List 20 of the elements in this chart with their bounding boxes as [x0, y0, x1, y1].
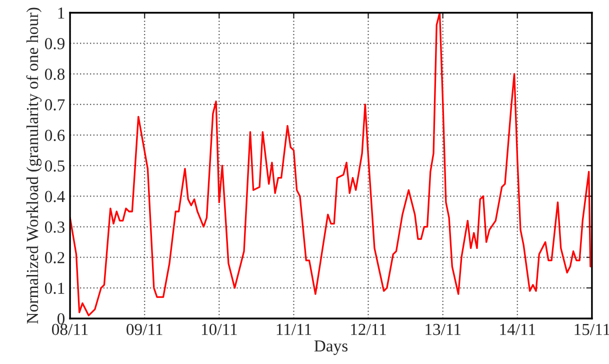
x-tick-label: 11/11	[276, 324, 312, 336]
x-tick-label: 10/11	[202, 324, 237, 336]
y-tick-label: 1	[58, 8, 64, 19]
x-tick-label: 09/11	[126, 324, 162, 336]
y-tick-label: 0.1	[44, 282, 64, 294]
y-tick-label: 0	[57, 313, 65, 324]
x-tick-label: 12/11	[351, 324, 386, 336]
y-tick-label: 0.9	[44, 38, 64, 50]
x-tick-label: 14/11	[500, 324, 536, 336]
y-tick-label: 0.3	[44, 221, 65, 233]
y-tick-label: 0.5	[44, 160, 65, 172]
x-tick-label: 13/11	[426, 324, 460, 336]
y-tick-label: 0.8	[44, 68, 65, 80]
y-tick-label: 0.6	[44, 130, 65, 142]
x-tick-label: 08/11	[52, 324, 88, 336]
y-axis-title: Normalized Workload (granularity of one hour)	[26, 8, 42, 324]
x-axis-title: Days	[314, 340, 348, 355]
y-tick-label: 0.4	[44, 190, 65, 202]
y-tick-label: 0.7	[44, 99, 65, 110]
y-tick-label: 0.2	[44, 252, 64, 264]
